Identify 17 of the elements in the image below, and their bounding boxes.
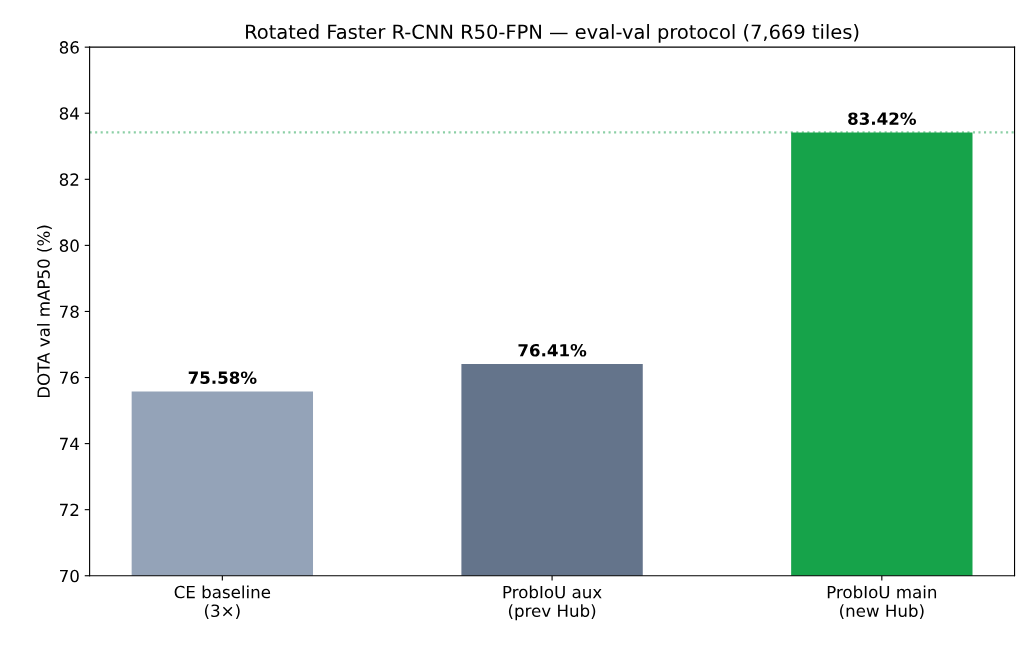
data-label: 83.42% [848,112,917,125]
y-tick-label: 72 [60,503,79,516]
data-label: 76.41% [518,343,587,357]
data-label: 75.58% [188,371,257,385]
y-tick-label: 74 [60,437,79,450]
x-tick-label: ProbIoU main (new Hub) [827,585,937,619]
y-tick-label: 70 [60,569,79,583]
x-tick-label: CE baseline (3×) [174,585,271,619]
y-tick-label: 82 [59,173,79,186]
y-tick-label: 84 [59,107,79,120]
y-tick-label: 80 [59,239,79,252]
y-tick-label: 76 [60,371,79,385]
y-tick-label: 86 [59,41,79,54]
chart-title: Rotated Faster R-CNN R50-FPN — eval-val protocol (7,669 tiles) [246,24,859,43]
y-tick-label: 78 [60,305,79,319]
x-tick-label: ProbIoU aux (prev Hub) [503,585,602,621]
y-axis-title: DOTA val mAP50 (%) [36,225,52,398]
